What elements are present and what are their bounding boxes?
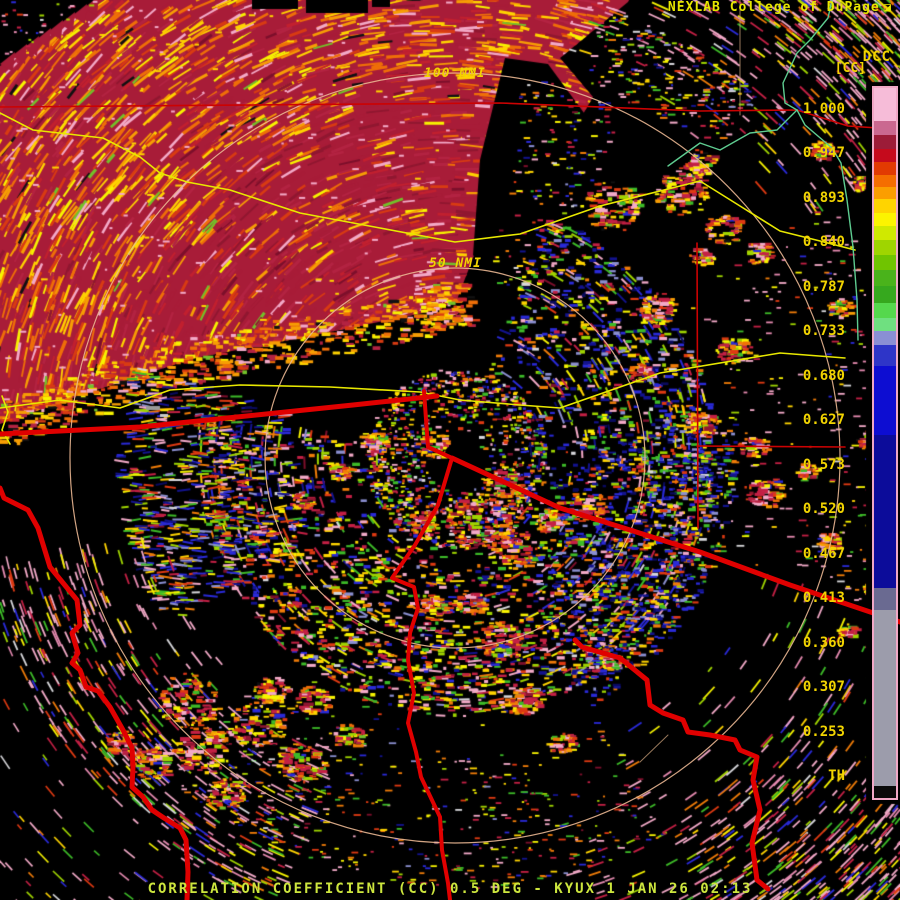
cod-logo-icon[interactable]: ◪ <box>883 0 892 14</box>
colorbar-tick-label: 0.947 <box>802 145 845 162</box>
colorbar-segment <box>874 286 896 303</box>
colorbar-tick-label: 0.893 <box>802 189 845 206</box>
road-vertical-east <box>696 242 699 529</box>
river-state-line-west <box>0 485 191 900</box>
highway-junction <box>422 389 454 460</box>
colorbar-segment <box>874 786 896 798</box>
colorbar-segment <box>874 588 896 610</box>
road-south-wiggly <box>390 456 454 900</box>
highway-southeast <box>449 455 900 625</box>
product-status-text: CORRELATION COEFFICIENT (CC) 0.5 DEG - K… <box>147 881 753 897</box>
range-ring-50nmi <box>264 267 646 649</box>
colorbar-segment <box>874 345 896 366</box>
product-status-bar: CORRELATION COEFFICIENT (CC) 0.5 DEG - K… <box>0 881 900 897</box>
road-yellow-central <box>0 352 846 409</box>
colorbar-segment <box>874 366 896 435</box>
colorbar-segment <box>874 331 896 345</box>
colorbar-tick-label: 0.467 <box>802 545 845 562</box>
brand-link[interactable]: NEXLAB College of DuPage <box>667 0 880 15</box>
colorbar-segment <box>874 226 896 240</box>
colorbar-tick-label: 0.627 <box>802 412 845 429</box>
color-scale-segments <box>874 88 896 798</box>
colorbar-tick-label: 0.573 <box>802 456 845 473</box>
highway-west <box>0 393 440 437</box>
colorbar-tick-label: 0.840 <box>802 234 845 251</box>
road-horizontal-east <box>696 445 846 448</box>
road-yellow-curl <box>1 395 11 445</box>
colorbar-segment <box>874 240 896 255</box>
colorbar-segment <box>874 199 896 213</box>
colorbar-segment <box>874 175 896 187</box>
county-border <box>639 734 669 763</box>
river-northeast <box>782 0 833 111</box>
colorbar-segment <box>874 149 896 162</box>
colorbar-segment <box>874 435 896 588</box>
scale-title: DCC <box>862 49 891 65</box>
colorbar-tick-label: 0.360 <box>802 634 845 651</box>
colorbar-segment <box>874 303 896 318</box>
colorbar-segment <box>874 213 896 226</box>
colorbar-tick-label: TH <box>828 768 845 785</box>
scale-units: [CC] <box>834 61 866 76</box>
colorbar-segment <box>874 88 896 121</box>
color-scale <box>872 86 898 800</box>
colorbar-segment <box>874 255 896 270</box>
site-header: NEXLAB College of DuPage ◪ <box>668 0 892 15</box>
colorbar-tick-label: 0.733 <box>802 323 845 340</box>
colorbar-tick-label: 0.413 <box>802 590 845 607</box>
range-label-50nmi: 50 NMI <box>429 256 482 271</box>
river-southeast-red <box>572 637 771 892</box>
colorbar-tick-label: 0.680 <box>802 367 845 384</box>
range-label-100nmi: 100 NMI <box>424 66 486 81</box>
road-north-redline <box>0 102 879 129</box>
colorbar-segment <box>874 135 896 149</box>
colorbar-tick-label: 0.307 <box>802 679 845 696</box>
colorbar-segment <box>874 162 896 175</box>
colorbar-tick-label: 0.787 <box>802 278 845 295</box>
colorbar-segment <box>874 610 896 786</box>
river-east-branch <box>796 109 859 341</box>
colorbar-segment <box>874 318 896 331</box>
colorbar-tick-label: 1.000 <box>802 101 845 117</box>
colorbar-tick-label: 0.253 <box>802 723 845 740</box>
river-west-branch <box>667 109 798 167</box>
colorbar-segment <box>874 121 896 135</box>
road-yellow-north <box>0 112 856 251</box>
range-ring-100nmi <box>69 72 841 844</box>
colorbar-segment <box>874 270 896 286</box>
colorbar-tick-label: 0.520 <box>802 501 845 518</box>
colorbar-segment <box>874 187 896 199</box>
